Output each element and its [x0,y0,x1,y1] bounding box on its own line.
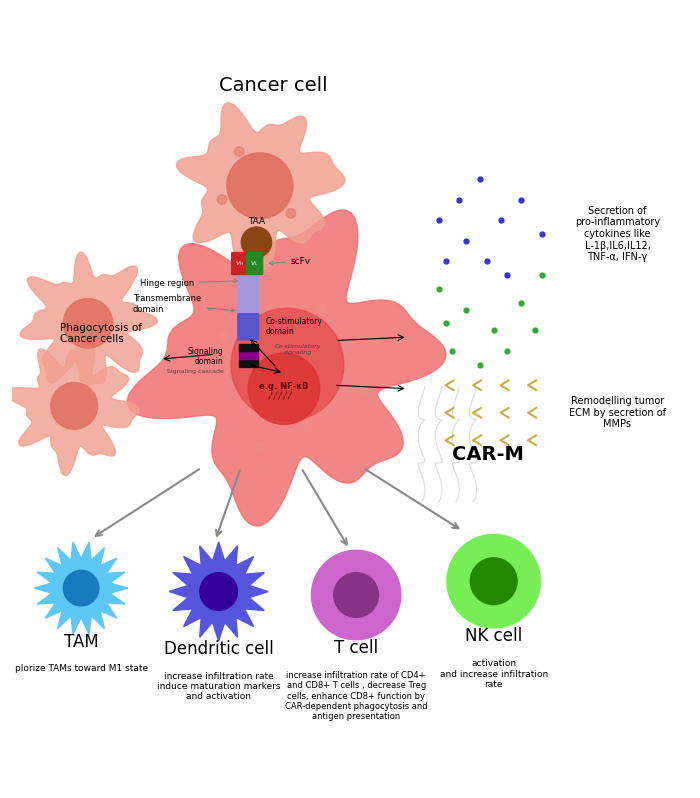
Circle shape [241,227,272,257]
Polygon shape [127,210,446,526]
Text: NK cell: NK cell [465,627,522,646]
Text: plorize TAMs toward M1 state: plorize TAMs toward M1 state [15,664,148,673]
Circle shape [358,387,368,397]
Circle shape [303,421,313,432]
Text: Secretion of
pro-inflammatory
cytokines like
L-1β,IL6,IL12,
TNF-α, IFN-γ: Secretion of pro-inflammatory cytokines … [575,206,660,263]
Circle shape [51,382,97,429]
Circle shape [63,571,99,606]
Circle shape [220,332,230,342]
FancyBboxPatch shape [238,275,258,314]
Text: Signaling
domain: Signaling domain [188,346,223,366]
Text: Cancer cell: Cancer cell [219,76,328,95]
Circle shape [217,195,227,204]
Bar [239,352,258,359]
Circle shape [234,147,244,156]
Circle shape [447,535,540,628]
Circle shape [199,573,237,610]
Text: TAM: TAM [64,633,99,650]
Circle shape [248,353,320,425]
FancyBboxPatch shape [232,252,248,275]
FancyBboxPatch shape [247,252,262,275]
Bar [239,360,258,366]
Text: activation
and increase infiltration
rate: activation and increase infiltration rat… [440,659,548,689]
Circle shape [63,298,113,348]
Text: Transmembrane
domain: Transmembrane domain [133,294,234,314]
Text: e.g. NF-κB: e.g. NF-κB [259,382,309,391]
Text: Remodelling tumor
ECM by secretion of
MMPs: Remodelling tumor ECM by secretion of MM… [569,396,666,429]
Text: Hinge region: Hinge region [139,279,237,288]
Circle shape [227,152,293,219]
Polygon shape [5,342,139,476]
Text: $V_H$: $V_H$ [235,259,244,268]
Polygon shape [176,103,345,270]
Text: increase infiltration rate
induce maturation markers
and activation: increase infiltration rate induce matura… [157,672,281,701]
Text: Co-stimulatory
domain: Co-stimulatory domain [265,317,322,337]
Text: Signaling cascade: Signaling cascade [167,369,223,374]
Text: $V_L$: $V_L$ [251,259,259,268]
Text: Phagocytosis of
Cancer cells: Phagocytosis of Cancer cells [60,323,143,345]
Polygon shape [34,542,128,634]
Text: scFv: scFv [270,257,311,266]
Text: CAR-M: CAR-M [452,444,524,464]
Polygon shape [169,542,268,641]
Text: Dendritic cell: Dendritic cell [164,640,274,658]
Circle shape [317,305,327,314]
Circle shape [334,573,379,618]
Polygon shape [20,252,158,386]
Text: T cell: T cell [334,639,378,657]
Circle shape [231,308,344,421]
Bar [239,344,258,351]
FancyBboxPatch shape [238,314,258,340]
Text: TAA: TAA [248,217,265,226]
Circle shape [286,208,295,218]
Circle shape [262,263,272,273]
Circle shape [470,558,517,605]
Circle shape [255,442,265,452]
Circle shape [312,551,401,640]
Text: Co-stimulatory
signaling: Co-stimulatory signaling [274,344,321,355]
Text: increase infiltration rate of CD4+
and CD8+ T cells , decrease Treg
cells, enhan: increase infiltration rate of CD4+ and C… [285,671,428,721]
